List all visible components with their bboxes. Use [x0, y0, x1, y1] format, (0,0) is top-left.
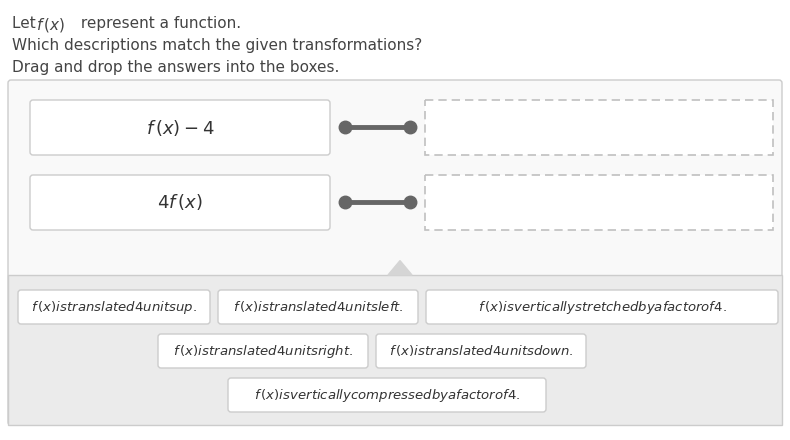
Text: $f\,(x) is vertically compressed by a factor of 4.$: $f\,(x) is vertically compressed by a fa…: [254, 386, 520, 403]
Text: $f\,(x)-4$: $f\,(x)-4$: [145, 117, 214, 137]
Text: $f\,(x) is translated 4 units right.$: $f\,(x) is translated 4 units right.$: [173, 342, 353, 359]
Bar: [425, 100, 773, 155]
Bar: [8, 275, 782, 425]
Text: Which descriptions match the given transformations?: Which descriptions match the given trans…: [12, 38, 422, 53]
FancyBboxPatch shape: [8, 80, 782, 425]
Text: $f\,(x) is translated 4 units up.$: $f\,(x) is translated 4 units up.$: [31, 298, 197, 315]
Text: $f\,(x) is translated 4 units down.$: $f\,(x) is translated 4 units down.$: [389, 344, 574, 359]
FancyBboxPatch shape: [158, 334, 368, 368]
FancyBboxPatch shape: [30, 100, 330, 155]
Text: $f\,(x) is translated 4 units left.$: $f\,(x) is translated 4 units left.$: [233, 300, 404, 315]
Text: Drag and drop the answers into the boxes.: Drag and drop the answers into the boxes…: [12, 60, 340, 75]
Text: Let: Let: [12, 16, 40, 31]
Polygon shape: [388, 260, 412, 275]
FancyBboxPatch shape: [30, 175, 330, 230]
FancyBboxPatch shape: [18, 290, 210, 324]
FancyBboxPatch shape: [376, 334, 586, 368]
FancyBboxPatch shape: [228, 378, 546, 412]
FancyBboxPatch shape: [426, 290, 778, 324]
Text: $f\,(x)  is vertically stretched by a factor of 4.$: $f\,(x) is vertically stretched by a fac…: [478, 298, 726, 315]
Text: $f\,(x)$: $f\,(x)$: [36, 16, 66, 34]
Text: $4f\,(x)$: $4f\,(x)$: [157, 192, 203, 213]
FancyBboxPatch shape: [218, 290, 418, 324]
Text: represent a function.: represent a function.: [76, 16, 241, 31]
Bar: [425, 175, 773, 230]
